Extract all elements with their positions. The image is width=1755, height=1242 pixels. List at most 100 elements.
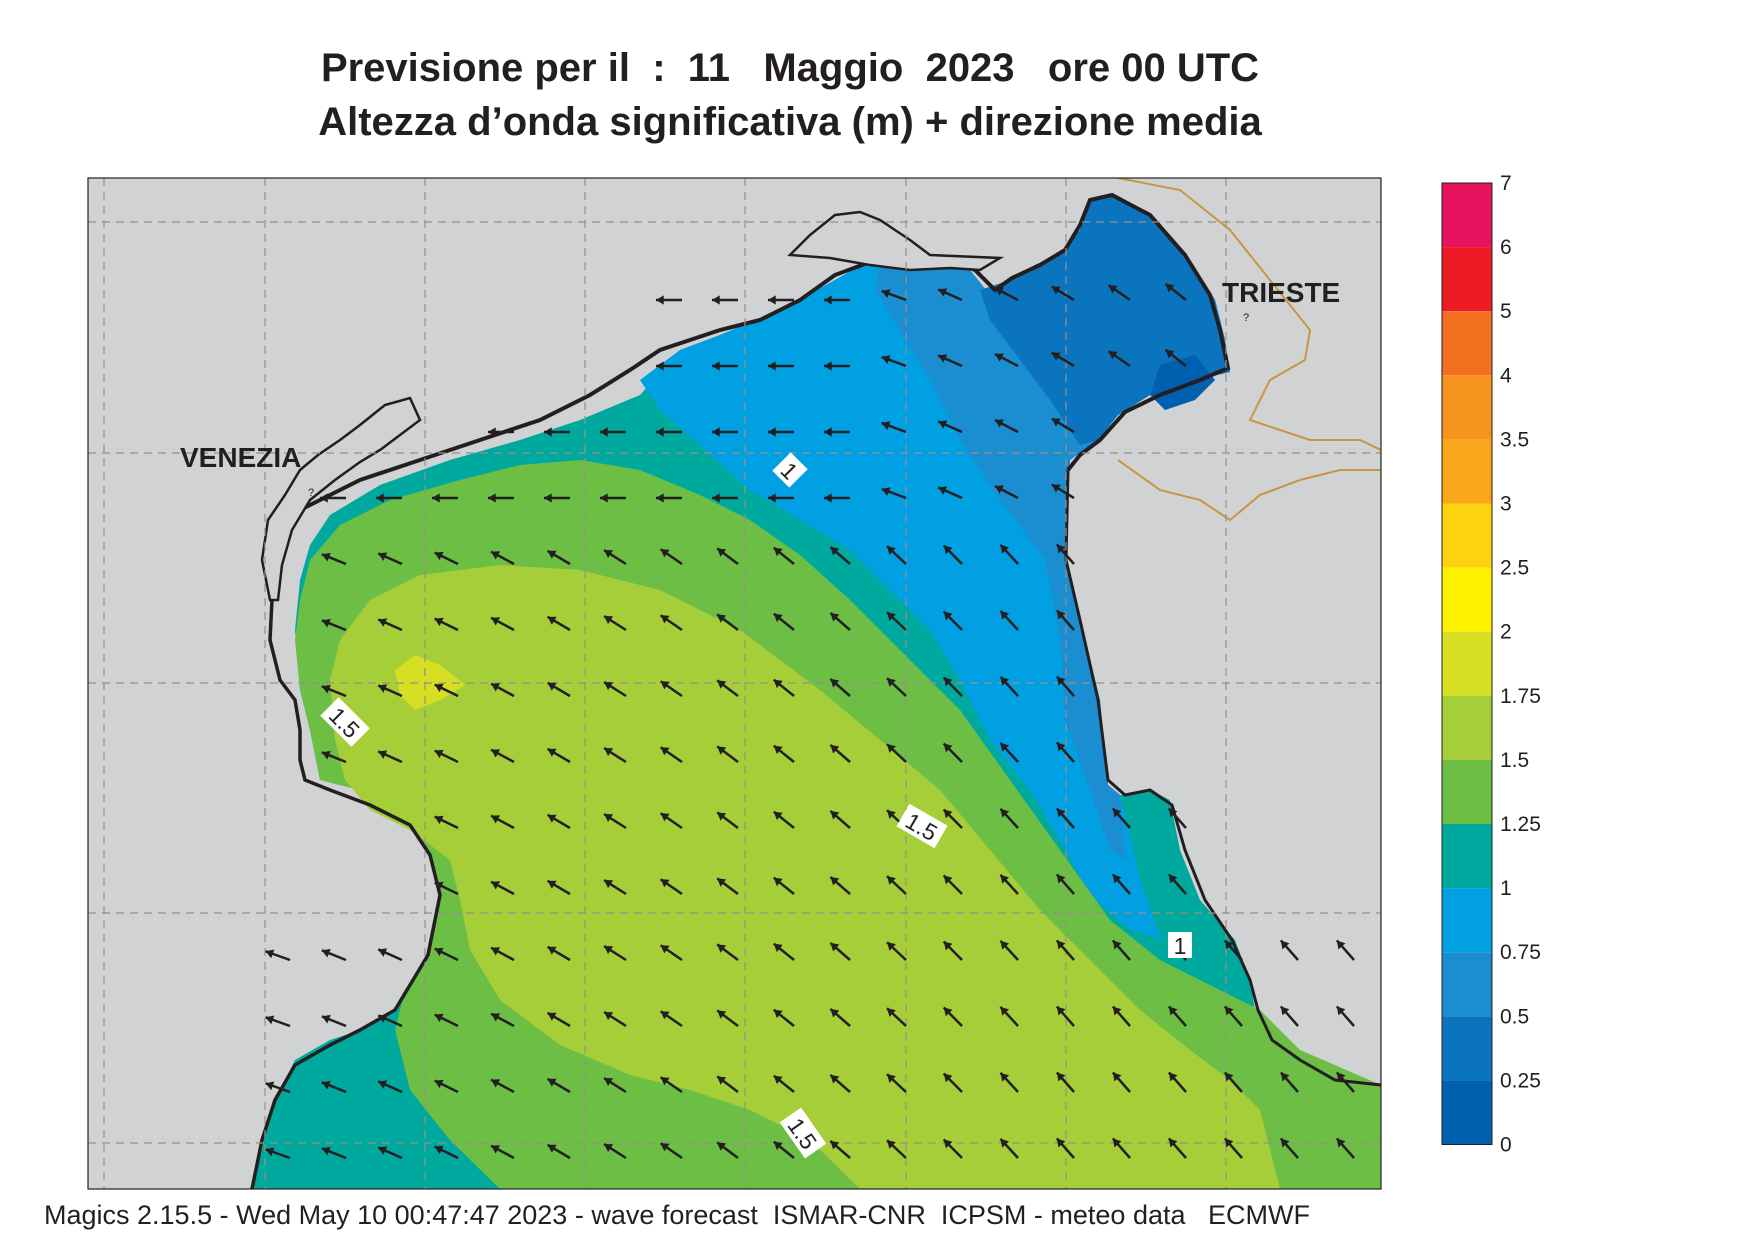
wave-arrow-head: [1000, 676, 1010, 686]
legend-level-label: 0.75: [1500, 941, 1541, 964]
wave-arrow-head: [943, 545, 953, 555]
wave-arrow-head: [881, 421, 891, 430]
footer-credits: Magics 2.15.5 - Wed May 10 00:47:47 2023…: [44, 1200, 1310, 1230]
wave-arrow-head: [656, 361, 664, 371]
wave-arrow-head: [717, 944, 727, 953]
wave-arrow-head: [1112, 1072, 1122, 1082]
wave-arrow-head: [830, 810, 840, 820]
wave-arrow-head: [660, 879, 670, 888]
wave-arrow-head: [1336, 1006, 1346, 1016]
wave-arrow-head: [378, 750, 388, 759]
wave-arrow-head: [994, 485, 1004, 494]
wave-arrow-head: [265, 1015, 275, 1025]
wave-arrow-head: [378, 684, 388, 693]
color-legend: 7 6 5 4 3.5 3 2.5 2 1.75 1.5 1.25 1 0.75 0.5 0.25 0: [1441, 172, 1541, 1157]
contour-band-15-175: [330, 565, 1280, 1189]
wave-arrow-head: [604, 748, 614, 757]
wave-arrow-head: [660, 681, 670, 690]
wave-arrow-head: [547, 616, 557, 625]
wave-arrow-head: [938, 354, 948, 363]
wave-arrow-head: [547, 1144, 557, 1153]
wave-arrow-head: [994, 419, 1004, 428]
city-marker: ?: [1243, 312, 1249, 324]
wave-arrow-head: [1108, 351, 1118, 360]
legend-swatch: [1442, 183, 1492, 248]
wave-arrow-head: [887, 876, 896, 885]
wave-arrow-head: [887, 1074, 896, 1083]
wave-arrow-head: [491, 683, 501, 692]
wave-arrow-head: [717, 1076, 727, 1085]
wave-arrow-head: [717, 878, 727, 887]
wave-arrow-head: [547, 814, 557, 823]
legend-frame: [1441, 182, 1493, 1145]
wave-arrow-head: [378, 948, 388, 957]
wave-arrow-head: [491, 881, 501, 890]
wave-arrow-head: [887, 810, 896, 819]
wave-arrow-head: [1280, 940, 1290, 950]
legend-level-label: 0.25: [1500, 1069, 1541, 1092]
wave-arrow-head: [887, 1140, 896, 1149]
wave-arrow-head: [712, 295, 720, 305]
wave-arrow-head: [1112, 1006, 1122, 1016]
wave-arrow-head: [881, 487, 891, 496]
wave-arrow-head: [434, 881, 444, 891]
wave-arrow-head: [1280, 1138, 1290, 1148]
wave-arrow-head: [604, 1144, 614, 1153]
legend-level-label: 0.5: [1500, 1005, 1529, 1028]
wave-arrow-head: [1000, 1006, 1010, 1016]
wave-arrow-head: [887, 678, 896, 687]
wave-arrow-head: [1000, 808, 1010, 818]
wave-arrow-head: [1112, 940, 1122, 950]
wave-arrow-head: [887, 546, 896, 555]
wave-arrow-head: [660, 1011, 670, 1020]
legend-level-label: 6: [1500, 236, 1512, 259]
wave-arrow-head: [1056, 610, 1066, 620]
wave-arrow-head: [773, 613, 783, 623]
legend-level-label: 1: [1500, 877, 1512, 900]
wave-arrow-head: [604, 1078, 614, 1087]
wave-arrow-head: [1168, 1006, 1178, 1016]
wave-arrow-head: [1000, 544, 1010, 554]
coastline-north: [289, 192, 1231, 517]
wave-arrow-head: [994, 353, 1004, 362]
wave-arrow-head: [717, 1010, 727, 1019]
wave-arrow-head: [660, 1077, 670, 1086]
wave-arrow-head: [434, 683, 444, 693]
wave-arrow-head: [660, 615, 670, 624]
wave-arrow-head: [943, 809, 953, 819]
wave-arrow-head: [1112, 1138, 1122, 1148]
wave-arrow-head: [321, 750, 331, 760]
wave-arrow-head: [434, 1079, 444, 1089]
wave-arrow-head: [1051, 484, 1061, 493]
wave-arrow-head: [773, 1009, 783, 1019]
wave-arrow-head: [1056, 940, 1066, 950]
wave-arrow-head: [830, 612, 840, 622]
wave-arrow-head: [547, 946, 557, 955]
wave-arrow-head: [434, 947, 444, 957]
wave-arrow-head: [547, 1078, 557, 1087]
wave-arrow-head: [544, 493, 552, 503]
wave-arrow-head: [1000, 1138, 1010, 1148]
wave-arrow-head: [773, 679, 783, 689]
wave-arrow-head: [1168, 1072, 1178, 1082]
legend-swatch: [1442, 1016, 1492, 1081]
wave-arrow-head: [1168, 808, 1178, 818]
legend-level-label: 1.5: [1500, 749, 1529, 772]
wave-arrow-head: [1108, 285, 1118, 294]
wave-arrow-head: [378, 1080, 388, 1089]
legend-swatch: [1442, 503, 1492, 568]
wave-arrow-head: [824, 361, 832, 371]
wave-arrow-head: [830, 942, 840, 952]
wave-arrow-head: [1224, 940, 1234, 950]
wave-arrow-head: [604, 880, 614, 889]
legend-level-label: 3.5: [1500, 428, 1529, 451]
legend-level-label: 4: [1500, 364, 1512, 387]
wave-arrow-head: [773, 811, 783, 821]
wave-arrow-head: [768, 361, 776, 371]
legend-swatch: [1442, 631, 1492, 696]
place-label-venezia: VENEZIA: [180, 442, 301, 473]
wave-arrow-head: [604, 616, 614, 625]
wave-arrow-head: [943, 1139, 953, 1149]
grado-lagoon: [787, 210, 1005, 272]
wave-arrow-head: [1280, 1072, 1290, 1082]
